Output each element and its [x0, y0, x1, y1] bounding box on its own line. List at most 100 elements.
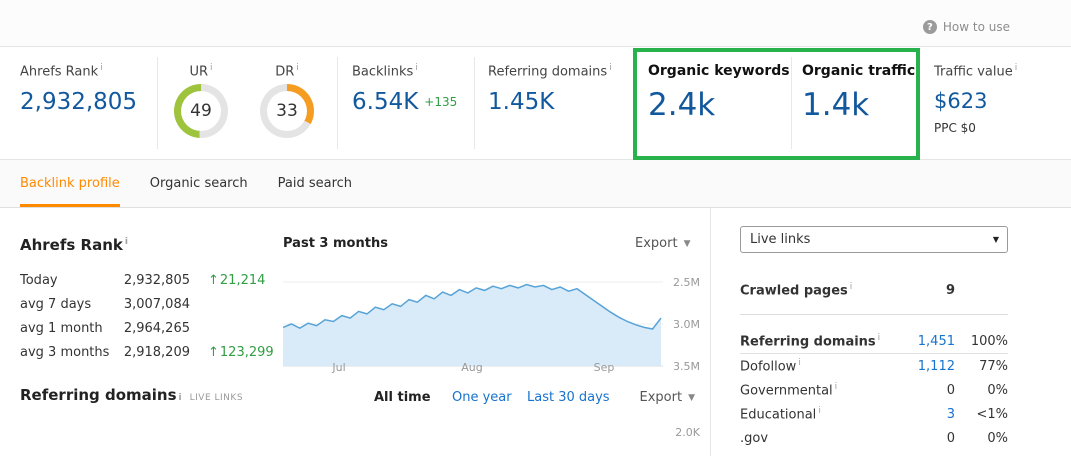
up-arrow-icon: ↑	[208, 344, 219, 360]
referring-domains-section-title: Referring domains i LIVE LINKS	[20, 386, 244, 404]
dr-value: 33	[267, 91, 307, 132]
info-icon[interactable]: i	[609, 63, 612, 73]
info-icon[interactable]: i	[210, 63, 213, 73]
metrics-bar: Ahrefs Rank i 2,932,805 UR i 49 DR i 33 Bac…	[0, 46, 1071, 160]
info-icon[interactable]: i	[124, 237, 128, 247]
info-icon[interactable]: i	[818, 405, 821, 416]
table-row: Dofollow i 1,112 77%	[740, 357, 1008, 375]
table-row: Today 2,932,805 ↑21,214	[20, 272, 266, 288]
range-last-30-days[interactable]: Last 30 days	[527, 390, 610, 405]
table-row: avg 3 months 2,918,209 ↑123,299	[20, 344, 274, 360]
tab-organic-search[interactable]: Organic search	[149, 176, 248, 191]
metric-dr: DR i 33	[258, 63, 316, 139]
rank-delta: ↑21,214	[208, 272, 266, 288]
separator	[791, 57, 792, 149]
table-row: avg 7 days 3,007,084	[20, 296, 190, 312]
separator	[337, 57, 338, 149]
ur-value: 49	[181, 91, 221, 132]
live-links-select[interactable]: Live links ▼	[740, 226, 1008, 253]
gov-count: 0	[946, 430, 955, 446]
range-all-time[interactable]: All time	[374, 390, 431, 405]
y-axis-tick: 2.5M	[673, 276, 700, 289]
info-icon[interactable]: i	[834, 381, 838, 392]
crawled-pages-row: Crawled pages i 9	[740, 281, 955, 299]
table-row: Governmental i 0 0%	[740, 381, 1008, 399]
table-row: .gov 0 0%	[740, 430, 1008, 446]
rank-section-title: Ahrefs Rank i	[20, 236, 128, 254]
info-icon[interactable]: i	[1014, 63, 1018, 73]
separator	[157, 57, 158, 149]
referring-domains-count-link[interactable]: 1,451	[917, 334, 955, 349]
table-row: .edu 2 <1%	[740, 450, 1008, 456]
range-one-year[interactable]: One year	[452, 390, 512, 405]
info-icon[interactable]: i	[415, 63, 418, 73]
metric-traffic-value: Traffic value i $623 PPC $0	[934, 63, 1017, 135]
organic-keywords-label: Organic keywords	[648, 63, 790, 79]
metric-organic-traffic: Organic traffic 1.4k	[802, 63, 915, 123]
tab-paid-search[interactable]: Paid search	[277, 176, 353, 191]
metric-backlinks: Backlinks i 6.54K +135	[352, 63, 457, 115]
crawled-pages-value: 9	[945, 282, 955, 298]
metric-organic-keywords: Organic keywords 2.4k	[648, 63, 790, 123]
export-button[interactable]: Export ▼	[639, 390, 695, 405]
educational-count-link[interactable]: 3	[946, 406, 955, 422]
ur-label: UR i	[189, 63, 213, 80]
info-icon[interactable]: i	[877, 333, 881, 344]
side-panel: Live links ▼ Crawled pages i 9 Referring …	[740, 208, 1008, 456]
rank-chart-area	[283, 284, 661, 366]
backlinks-delta: +135	[424, 95, 458, 110]
info-icon[interactable]: i	[849, 281, 853, 292]
ur-gauge: 49	[174, 84, 228, 139]
ahrefs-rank-value: 2,932,805	[20, 89, 138, 116]
organic-traffic-value: 1.4k	[802, 87, 870, 123]
table-row: Educational i 3 <1%	[740, 405, 1008, 423]
main-content: Ahrefs Rank i Today 2,932,805 ↑21,214 avg…	[0, 208, 1071, 456]
x-axis-tick: Jul	[332, 361, 346, 374]
up-arrow-icon: ↑	[208, 272, 219, 288]
how-to-use-label: How to use	[942, 20, 1010, 34]
chart-title: Past 3 months	[283, 236, 388, 251]
table-row: avg 1 month 2,964,265	[20, 320, 190, 336]
divider	[740, 314, 1008, 315]
chevron-down-icon: ▼	[688, 392, 695, 403]
help-icon: ?	[922, 20, 937, 34]
dr-label: DR i	[275, 63, 299, 80]
organic-traffic-label: Organic traffic	[802, 63, 916, 79]
backlinks-label: Backlinks i	[352, 63, 418, 80]
top-bar: ? How to use	[0, 0, 1071, 46]
edu-count-link[interactable]: 2	[893, 455, 955, 456]
info-icon[interactable]: i	[798, 357, 801, 368]
governmental-count: 0	[946, 382, 955, 398]
chart-range-row: All time One year Last 30 days Export ▼	[283, 390, 700, 408]
vertical-divider	[710, 208, 711, 456]
info-icon[interactable]: i	[296, 63, 299, 73]
chevron-down-icon: ▼	[992, 235, 999, 244]
tab-bar: Backlink profile Organic search Paid sea…	[0, 160, 1071, 208]
export-button[interactable]: Export ▼	[635, 236, 691, 251]
dofollow-count-link[interactable]: 1,112	[917, 358, 955, 374]
x-axis-tick: Sep	[593, 361, 615, 374]
tab-backlink-profile[interactable]: Backlink profile	[20, 160, 120, 207]
rank-table: Today 2,932,805 ↑21,214 avg 7 days 3,007…	[20, 268, 275, 364]
y-axis-tick: 3.5M	[673, 360, 700, 373]
traffic-value-ppc: PPC $0	[934, 121, 976, 136]
table-row: Referring domains i 1,451 100%	[740, 330, 1008, 354]
link-type-table: Referring domains i 1,451 100% Dofollow i …	[740, 330, 1008, 456]
traffic-value-label: Traffic value i	[934, 63, 1018, 80]
info-icon[interactable]: i	[100, 63, 103, 73]
dr-gauge: 33	[260, 84, 314, 139]
y-axis-tick: 3.0M	[673, 318, 700, 331]
x-axis-tick: Aug	[461, 361, 483, 374]
how-to-use-link[interactable]: ? How to use	[922, 20, 1010, 34]
organic-keywords-value: 2.4k	[648, 87, 716, 123]
info-icon[interactable]: i	[178, 393, 182, 403]
backlinks-value: 6.54K +135	[352, 89, 458, 116]
rank-chart-line	[283, 283, 662, 330]
metric-referring-domains: Referring domains i 1.45K	[488, 63, 612, 115]
separator	[474, 57, 475, 149]
live-links-tag: LIVE LINKS	[189, 393, 244, 403]
rank-history-chart[interactable]: 2.5M 3.0M 3.5M Jul Aug Sep	[283, 258, 700, 374]
rank-delta: ↑123,299	[208, 344, 274, 360]
ahrefs-rank-label: Ahrefs Rank i	[20, 63, 103, 80]
